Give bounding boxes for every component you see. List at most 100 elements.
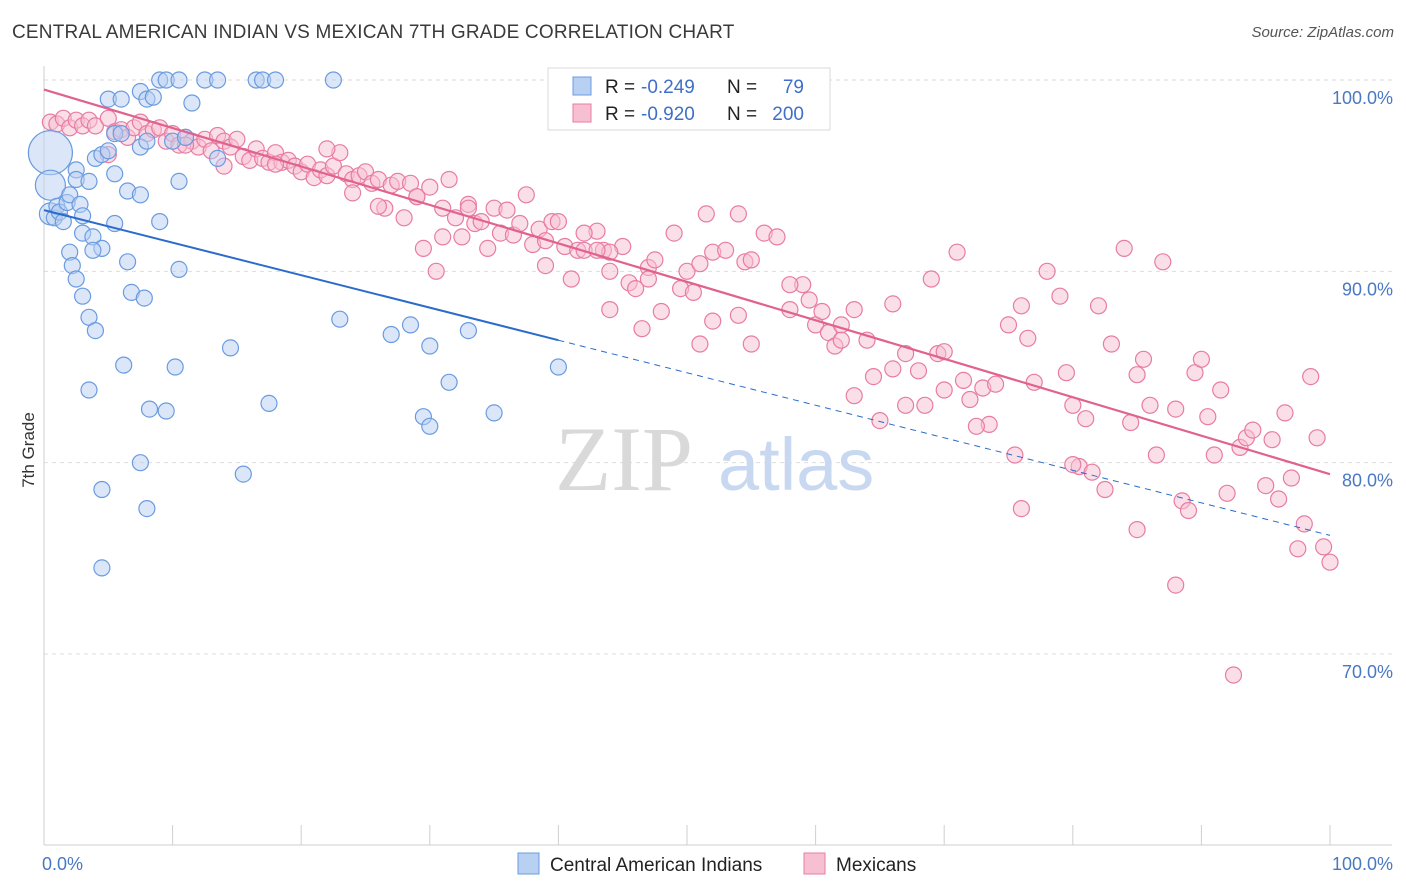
pink-point-173 xyxy=(1289,540,1307,558)
pink-point-92 xyxy=(665,224,683,242)
blue-point-79 xyxy=(234,465,252,483)
legend-n-value-2: 200 xyxy=(772,104,804,125)
pink-point-90 xyxy=(646,251,664,269)
pink-point-123 xyxy=(948,243,966,261)
pink-point-57 xyxy=(414,239,432,257)
blue-point-32 xyxy=(183,94,201,112)
pink-point-58 xyxy=(421,178,439,196)
legend-n-value-1: 79 xyxy=(783,77,804,98)
legend-box xyxy=(547,67,831,131)
blue-point-78 xyxy=(138,500,156,518)
pink-point-78 xyxy=(549,213,568,231)
y-tick-label-3: 70.0% xyxy=(1342,662,1393,682)
source-credit: Source: ZipAtlas.com xyxy=(1251,24,1394,41)
legend-swatch-pink xyxy=(572,103,592,123)
pink-point-155 xyxy=(1192,350,1211,368)
pink-point-109 xyxy=(813,302,831,321)
blue-point-45 xyxy=(84,241,102,259)
pink-point-95 xyxy=(684,283,703,301)
legend-r-label-1: R = xyxy=(605,77,635,98)
pink-point-172 xyxy=(1321,553,1339,571)
pink-point-7 xyxy=(86,117,105,135)
pink-point-130 xyxy=(1006,446,1024,464)
blue-point-35 xyxy=(138,132,156,150)
pink-point-115 xyxy=(871,412,889,430)
pink-point-143 xyxy=(1102,335,1121,353)
pink-point-178 xyxy=(1012,500,1031,518)
pink-point-91 xyxy=(652,302,670,321)
blue-trend-line xyxy=(43,209,559,342)
legend-r-value-2: -0.920 xyxy=(641,104,695,125)
legend-swatch-blue xyxy=(572,76,592,96)
pink-point-193 xyxy=(344,184,362,202)
blue-point-65 xyxy=(260,394,278,412)
pink-point-149 xyxy=(1147,446,1166,464)
pink-point-148 xyxy=(1141,396,1159,414)
pink-point-166 xyxy=(1276,404,1294,422)
blue-point-62 xyxy=(157,402,175,420)
blue-point-25 xyxy=(170,71,188,89)
blue-point-6 xyxy=(54,213,72,231)
pink-point-67 xyxy=(479,239,497,257)
pink-point-204 xyxy=(832,331,850,349)
pink-point-116 xyxy=(884,295,902,313)
blue-point-59 xyxy=(80,381,98,399)
blue-point-53 xyxy=(118,253,137,271)
pink-point-70 xyxy=(498,201,516,219)
bottom-legend-swatch-pink xyxy=(803,852,826,875)
watermark: ZIP atlas xyxy=(555,408,874,510)
pink-point-207 xyxy=(967,417,986,435)
pink-point-201 xyxy=(704,312,722,330)
pink-point-128 xyxy=(986,375,1005,393)
mexicans-points xyxy=(41,109,1339,684)
blue-point-70 xyxy=(440,373,458,391)
blue-point-64 xyxy=(221,339,240,357)
pink-point-97 xyxy=(697,205,715,223)
pink-point-180 xyxy=(845,387,863,405)
pink-point-162 xyxy=(1244,421,1262,439)
blue-point-63 xyxy=(166,358,184,376)
pink-point-182 xyxy=(729,306,748,324)
pink-point-119 xyxy=(916,396,934,414)
blue-point-52 xyxy=(86,322,105,340)
bottom-legend-label-blue: Central American Indians xyxy=(550,855,762,876)
blue-point-49 xyxy=(67,270,85,288)
pink-point-153 xyxy=(1179,501,1198,520)
pink-point-202 xyxy=(742,335,760,353)
blue-point-50 xyxy=(73,287,92,305)
blue-point-13 xyxy=(80,172,98,190)
x-tick-label-0: 0.0% xyxy=(42,854,83,874)
pink-point-124 xyxy=(954,371,973,389)
blue-point-76 xyxy=(93,480,111,499)
pink-point-63 xyxy=(453,228,471,246)
pink-point-112 xyxy=(845,301,863,319)
pink-point-94 xyxy=(678,262,696,280)
blue-point-31 xyxy=(324,71,342,89)
pink-point-96 xyxy=(691,255,709,273)
pink-point-183 xyxy=(691,335,709,353)
blue-point-57 xyxy=(170,260,188,278)
pink-point-136 xyxy=(1057,364,1076,382)
trend-lines xyxy=(43,88,1331,536)
pink-point-203 xyxy=(781,276,799,294)
blue-point-61 xyxy=(140,400,159,418)
blue-point-27 xyxy=(209,71,227,89)
pink-point-157 xyxy=(1205,446,1223,464)
pink-point-76 xyxy=(536,232,555,250)
pink-point-192 xyxy=(318,140,336,158)
pink-point-102 xyxy=(742,251,760,269)
pink-point-73 xyxy=(517,186,535,204)
blue-point-67 xyxy=(382,325,400,344)
pink-point-175 xyxy=(1167,576,1185,594)
pink-point-150 xyxy=(1154,253,1172,271)
legend-r-label-2: R = xyxy=(605,104,635,125)
y-tick-label-1: 90.0% xyxy=(1342,279,1393,299)
legend-n-label-1: N = xyxy=(727,77,757,98)
blue-point-22 xyxy=(144,88,162,106)
pink-point-184 xyxy=(639,270,658,288)
axes xyxy=(43,66,1392,846)
pink-point-88 xyxy=(626,280,645,298)
pink-point-134 xyxy=(1038,262,1056,280)
pink-point-205 xyxy=(884,360,902,378)
